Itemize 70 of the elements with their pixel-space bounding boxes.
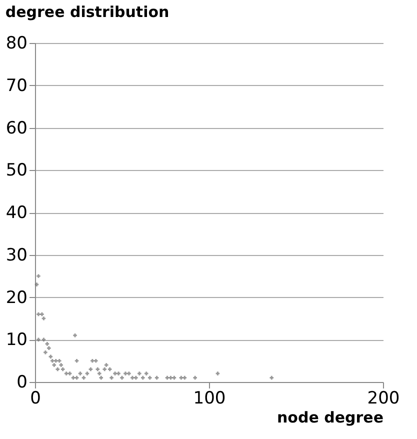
point bbox=[138, 372, 142, 376]
point bbox=[99, 376, 103, 380]
point bbox=[42, 338, 46, 342]
x-tick-label: 0 bbox=[30, 388, 41, 408]
point bbox=[74, 376, 79, 380]
point bbox=[82, 376, 86, 380]
point bbox=[34, 282, 39, 286]
y-tick-label: 10 bbox=[6, 330, 28, 350]
y-tick-label: 20 bbox=[6, 288, 28, 308]
point bbox=[57, 358, 62, 363]
point bbox=[68, 372, 72, 376]
y-tick-label: 70 bbox=[6, 76, 28, 96]
point bbox=[64, 372, 68, 376]
point bbox=[141, 376, 145, 380]
point bbox=[73, 334, 77, 338]
y-tick-label: 30 bbox=[6, 245, 28, 266]
point bbox=[71, 376, 76, 380]
point bbox=[134, 376, 138, 380]
point bbox=[113, 372, 117, 376]
point bbox=[90, 358, 94, 363]
point bbox=[108, 367, 112, 372]
point bbox=[52, 363, 56, 367]
point bbox=[102, 367, 106, 372]
point bbox=[54, 358, 58, 363]
point bbox=[36, 274, 40, 278]
x-tick-label: 100 bbox=[193, 388, 226, 408]
point bbox=[104, 363, 108, 367]
point bbox=[45, 342, 50, 346]
point bbox=[168, 376, 173, 380]
point bbox=[216, 372, 220, 376]
point bbox=[130, 376, 134, 380]
point bbox=[124, 372, 128, 376]
point bbox=[47, 346, 51, 350]
point bbox=[78, 372, 82, 376]
y-tick-label: 80 bbox=[6, 34, 28, 54]
point bbox=[172, 376, 176, 380]
point bbox=[60, 367, 65, 372]
chart-title: degree distribution bbox=[5, 3, 170, 21]
y-tick-label: 50 bbox=[6, 160, 28, 181]
x-tick-label: 200 bbox=[367, 388, 400, 408]
point bbox=[193, 376, 197, 380]
point bbox=[144, 372, 148, 376]
point bbox=[98, 372, 102, 376]
point bbox=[179, 376, 184, 380]
x-axis-title: node degree bbox=[276, 408, 384, 426]
point bbox=[127, 372, 131, 376]
point bbox=[48, 354, 53, 358]
point bbox=[88, 367, 93, 372]
point bbox=[110, 376, 114, 380]
point bbox=[50, 358, 54, 363]
point bbox=[56, 367, 60, 372]
point bbox=[59, 363, 63, 367]
point bbox=[116, 372, 120, 376]
point bbox=[44, 350, 48, 354]
point bbox=[36, 338, 40, 342]
point bbox=[42, 316, 46, 320]
point bbox=[165, 376, 170, 380]
point bbox=[85, 372, 90, 376]
point bbox=[40, 312, 44, 316]
point bbox=[36, 312, 40, 316]
point bbox=[74, 358, 79, 363]
y-tick-label: 60 bbox=[6, 118, 28, 138]
y-tick-label: 0 bbox=[16, 372, 28, 392]
point bbox=[154, 376, 159, 380]
point bbox=[182, 376, 187, 380]
point bbox=[96, 367, 100, 372]
point bbox=[148, 376, 152, 380]
y-tick-label: 40 bbox=[6, 203, 28, 223]
point bbox=[94, 358, 98, 363]
point bbox=[270, 376, 274, 380]
